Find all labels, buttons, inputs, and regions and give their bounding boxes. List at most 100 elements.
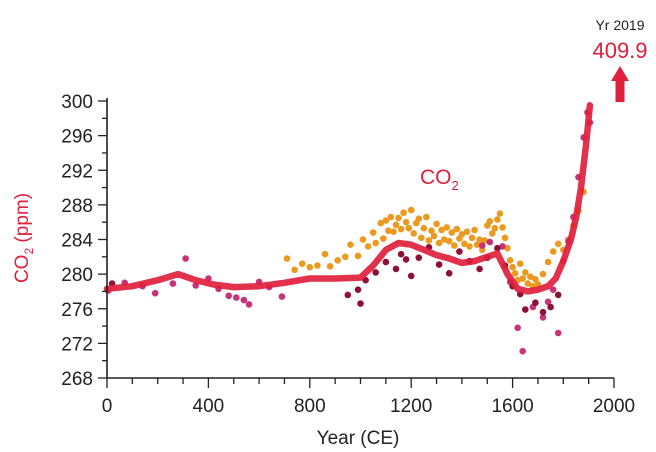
data-point-orange [392, 221, 400, 229]
data-point-maroon [456, 248, 463, 255]
y-tick-label: 268 [61, 369, 93, 390]
callout-year-label: Yr 2019 [595, 17, 644, 33]
data-point-magenta [245, 301, 253, 308]
data-point-magenta [514, 324, 521, 332]
data-point-orange [382, 217, 390, 224]
data-point-orange [458, 231, 466, 238]
data-point-magenta [151, 289, 159, 297]
x-axis-title: Year (CE) [317, 428, 400, 449]
x-tick-label: 1600 [491, 396, 533, 417]
y-tick-label: 272 [61, 334, 93, 355]
data-point-orange [405, 224, 413, 232]
y-tick-label: 284 [61, 231, 93, 252]
data-point-orange [471, 226, 478, 234]
data-point-orange [527, 273, 534, 281]
data-point-orange [314, 262, 321, 269]
data-point-magenta [549, 286, 557, 294]
data-point-orange [418, 234, 425, 242]
data-point-orange [468, 234, 476, 242]
data-point-orange [423, 213, 430, 221]
data-point-orange [496, 210, 504, 217]
data-point-maroon [522, 306, 529, 313]
data-point-maroon [415, 254, 423, 261]
data-point-orange [430, 232, 438, 240]
data-point-orange [511, 270, 519, 277]
smoothed-line-layer [103, 102, 594, 295]
data-point-orange [509, 263, 516, 271]
data-point-orange [516, 260, 524, 268]
data-point-orange [440, 236, 448, 243]
data-point-orange [359, 236, 367, 243]
smoothed-co2-line [103, 102, 594, 295]
data-point-orange [451, 242, 458, 249]
data-point-orange [347, 241, 354, 248]
data-point-orange [435, 239, 443, 247]
data-point-maroon [392, 265, 400, 273]
data-point-maroon [532, 299, 539, 307]
data-point-orange [489, 230, 496, 237]
data-point-magenta [233, 294, 240, 301]
data-point-orange [298, 260, 306, 268]
data-point-maroon [539, 308, 547, 316]
data-point-orange [326, 263, 334, 270]
data-point-maroon [554, 291, 562, 299]
data-point-orange [506, 257, 514, 264]
data-point-orange [453, 225, 461, 233]
data-point-orange [415, 215, 423, 222]
callout-arrow-head [611, 66, 629, 81]
data-point-orange [400, 209, 407, 216]
data-point-orange [443, 224, 451, 231]
y-tick-label: 300 [61, 92, 93, 113]
data-point-orange [390, 228, 397, 235]
data-point-orange [372, 239, 380, 247]
data-point-magenta [225, 292, 232, 300]
data-point-magenta [486, 238, 494, 246]
data-point-orange [420, 224, 428, 232]
callout-up-arrow-icon [611, 66, 629, 102]
data-point-maroon [357, 300, 364, 307]
y-tick-label: 276 [61, 300, 93, 321]
data-point-maroon [382, 258, 390, 266]
data-points-layer [105, 109, 594, 355]
data-point-orange [473, 241, 481, 248]
data-point-orange [554, 240, 562, 248]
data-point-orange [504, 244, 511, 252]
data-point-orange [448, 229, 456, 236]
data-point-orange [491, 224, 499, 232]
y-axis-title-main: CO [12, 255, 33, 284]
data-point-maroon [445, 270, 453, 277]
data-point-orange [466, 243, 473, 250]
data-point-magenta [478, 242, 486, 249]
data-point-orange [377, 219, 385, 227]
data-point-maroon [476, 265, 483, 273]
data-point-orange [425, 237, 433, 244]
data-point-orange [397, 225, 405, 233]
data-point-magenta [519, 347, 526, 355]
tick-labels-layer: 0 400 800 1200 1600 2000 268 272 276 280 284 288 292… [61, 92, 635, 417]
data-point-orange [387, 213, 395, 221]
callout-value-label: 409.9 [592, 38, 647, 63]
series-label: CO2 [420, 166, 459, 193]
data-point-orange [445, 237, 453, 245]
data-point-orange [306, 263, 314, 271]
data-point-orange [522, 269, 529, 276]
data-point-orange [494, 216, 501, 223]
data-point-orange [532, 276, 539, 283]
data-point-orange [342, 253, 349, 261]
data-point-orange [461, 240, 468, 248]
data-point-magenta [240, 296, 248, 304]
data-point-orange [476, 236, 483, 243]
data-point-orange [395, 214, 402, 222]
data-point-orange [364, 243, 372, 250]
data-point-maroon [372, 269, 380, 276]
y-tick-label: 292 [61, 161, 93, 182]
y-axis-title: CO2 (ppm) [12, 193, 36, 283]
data-point-maroon [494, 244, 501, 252]
y-tick-label: 296 [61, 127, 93, 148]
y-axis-title-unit: (ppm) [12, 193, 33, 248]
data-point-magenta [544, 298, 552, 306]
data-point-orange [428, 227, 435, 235]
x-tick-label: 2000 [593, 396, 635, 417]
data-point-orange [481, 237, 489, 244]
data-point-maroon [435, 261, 443, 268]
